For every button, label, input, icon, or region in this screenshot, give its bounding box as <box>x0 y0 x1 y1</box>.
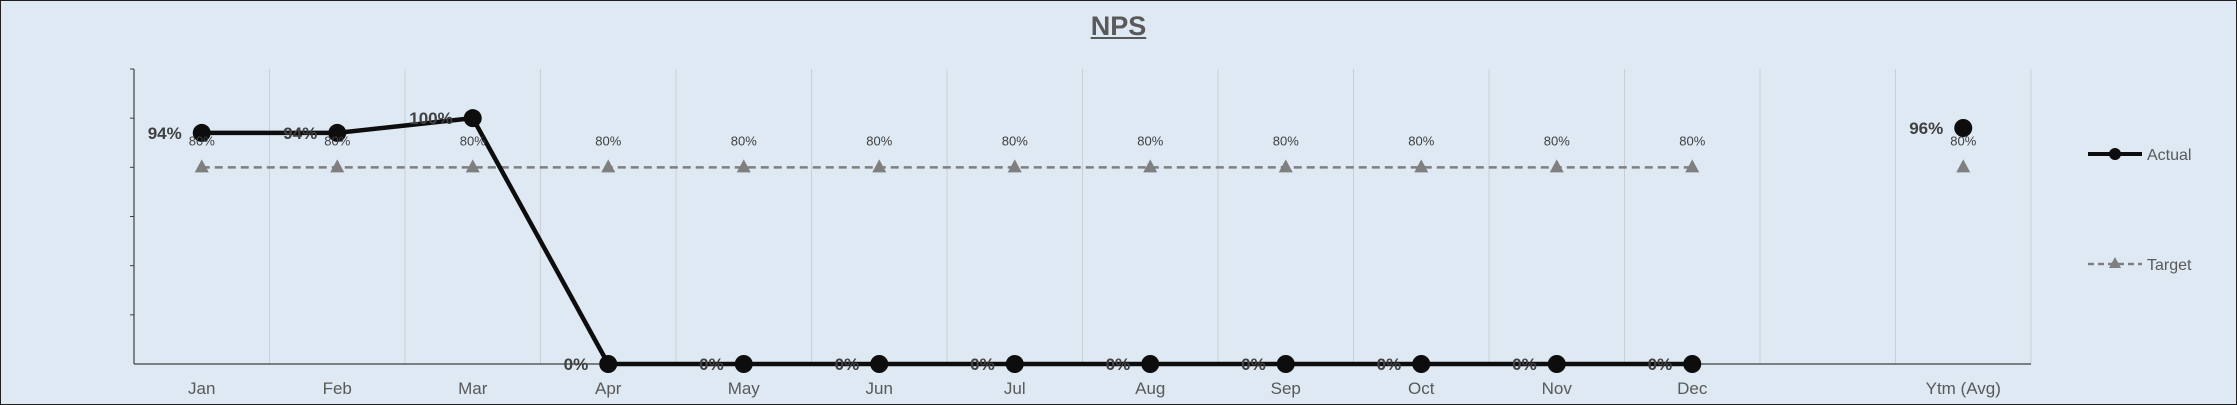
target-marker <box>872 159 887 173</box>
actual-marker <box>1547 355 1566 373</box>
target-data-label: 80% <box>866 133 892 148</box>
actual-marker <box>734 355 753 373</box>
actual-data-label: 0% <box>1241 355 1266 374</box>
x-tick-label: Dec <box>1677 379 1708 398</box>
actual-marker <box>870 355 889 373</box>
target-marker <box>194 159 209 173</box>
actual-data-label: 94% <box>283 124 317 143</box>
target-marker <box>330 159 345 173</box>
target-data-label: 80% <box>1679 133 1705 148</box>
x-tick-label: Jul <box>1004 379 1026 398</box>
actual-series-line <box>201 115 1693 367</box>
chart-title: NPS <box>1090 11 1147 41</box>
x-tick-label: Feb <box>323 379 352 398</box>
actual-data-label: 0% <box>970 355 995 374</box>
target-data-label: 80% <box>1408 133 1434 148</box>
target-marker <box>465 159 480 173</box>
actual-data-label: 100% <box>409 109 452 128</box>
target-marker <box>1278 159 1293 173</box>
actual-marker <box>328 123 347 142</box>
x-tick-label: Nov <box>1542 379 1573 398</box>
gridlines <box>269 69 2032 364</box>
x-tick-label: Aug <box>1135 379 1165 398</box>
target-data-label: 80% <box>1273 133 1299 148</box>
target-data-label: 80% <box>460 133 486 148</box>
target-marker <box>1685 159 1700 173</box>
actual-marker <box>1683 355 1702 373</box>
actual-marker <box>192 123 211 142</box>
target-data-label: 80% <box>1002 133 1028 148</box>
target-marker <box>1007 159 1022 173</box>
actual-data-label: 0% <box>699 355 724 374</box>
x-tick-label: Apr <box>595 379 622 398</box>
target-data-label: 80% <box>731 133 757 148</box>
target-data-label: 80% <box>1544 133 1570 148</box>
target-data-label: 80% <box>189 133 215 148</box>
actual-marker <box>599 355 618 373</box>
target-marker <box>1956 159 1971 173</box>
series <box>192 109 1973 373</box>
actual-data-label: 96% <box>1909 119 1943 138</box>
x-tick-label: Oct <box>1408 379 1435 398</box>
target-data-label: 80% <box>324 133 350 148</box>
target-marker <box>1549 159 1564 173</box>
actual-data-label: 94% <box>148 124 182 143</box>
actual-data-label: 0% <box>1106 355 1131 374</box>
x-tick-label: Mar <box>458 379 488 398</box>
actual-marker <box>1141 355 1160 373</box>
target-marker <box>736 159 751 173</box>
legend-actual-marker <box>2109 148 2121 160</box>
actual-data-label: 0% <box>835 355 860 374</box>
target-marker <box>1414 159 1429 173</box>
actual-marker <box>463 109 482 128</box>
legend: Actual Target <box>2088 147 2192 274</box>
actual-data-label: 0% <box>1377 355 1402 374</box>
x-tick-label: Sep <box>1271 379 1301 398</box>
x-tick-label: Ytm (Avg) <box>1926 379 2001 398</box>
actual-data-label: 0% <box>564 355 589 374</box>
x-tick-label: Jun <box>866 379 893 398</box>
target-data-label: 80% <box>595 133 621 148</box>
actual-marker <box>1412 355 1431 373</box>
target-marker <box>601 159 616 173</box>
legend-target-marker <box>2109 257 2121 268</box>
actual-marker <box>1005 355 1024 373</box>
target-data-label: 80% <box>1950 133 1976 148</box>
actual-data-label: 0% <box>1648 355 1673 374</box>
data-labels: 80% 80% 80% 80% 80% 80% 80% 80% 80% 80% 80% 80% 80% 9… <box>148 109 1977 374</box>
legend-target-label: Target <box>2147 257 2192 274</box>
actual-data-label: 0% <box>1512 355 1537 374</box>
x-tick-label: Jan <box>188 379 215 398</box>
target-data-label: 80% <box>1137 133 1163 148</box>
actual-marker <box>1954 119 1973 137</box>
legend-actual-label: Actual <box>2147 147 2191 164</box>
actual-marker <box>1276 355 1295 373</box>
x-tick-label: May <box>728 379 761 398</box>
axes: Jan Feb Mar Apr May Jun Jul Aug Sep Oct Nov Dec Ytm … <box>130 68 2031 398</box>
target-marker <box>1143 159 1158 173</box>
